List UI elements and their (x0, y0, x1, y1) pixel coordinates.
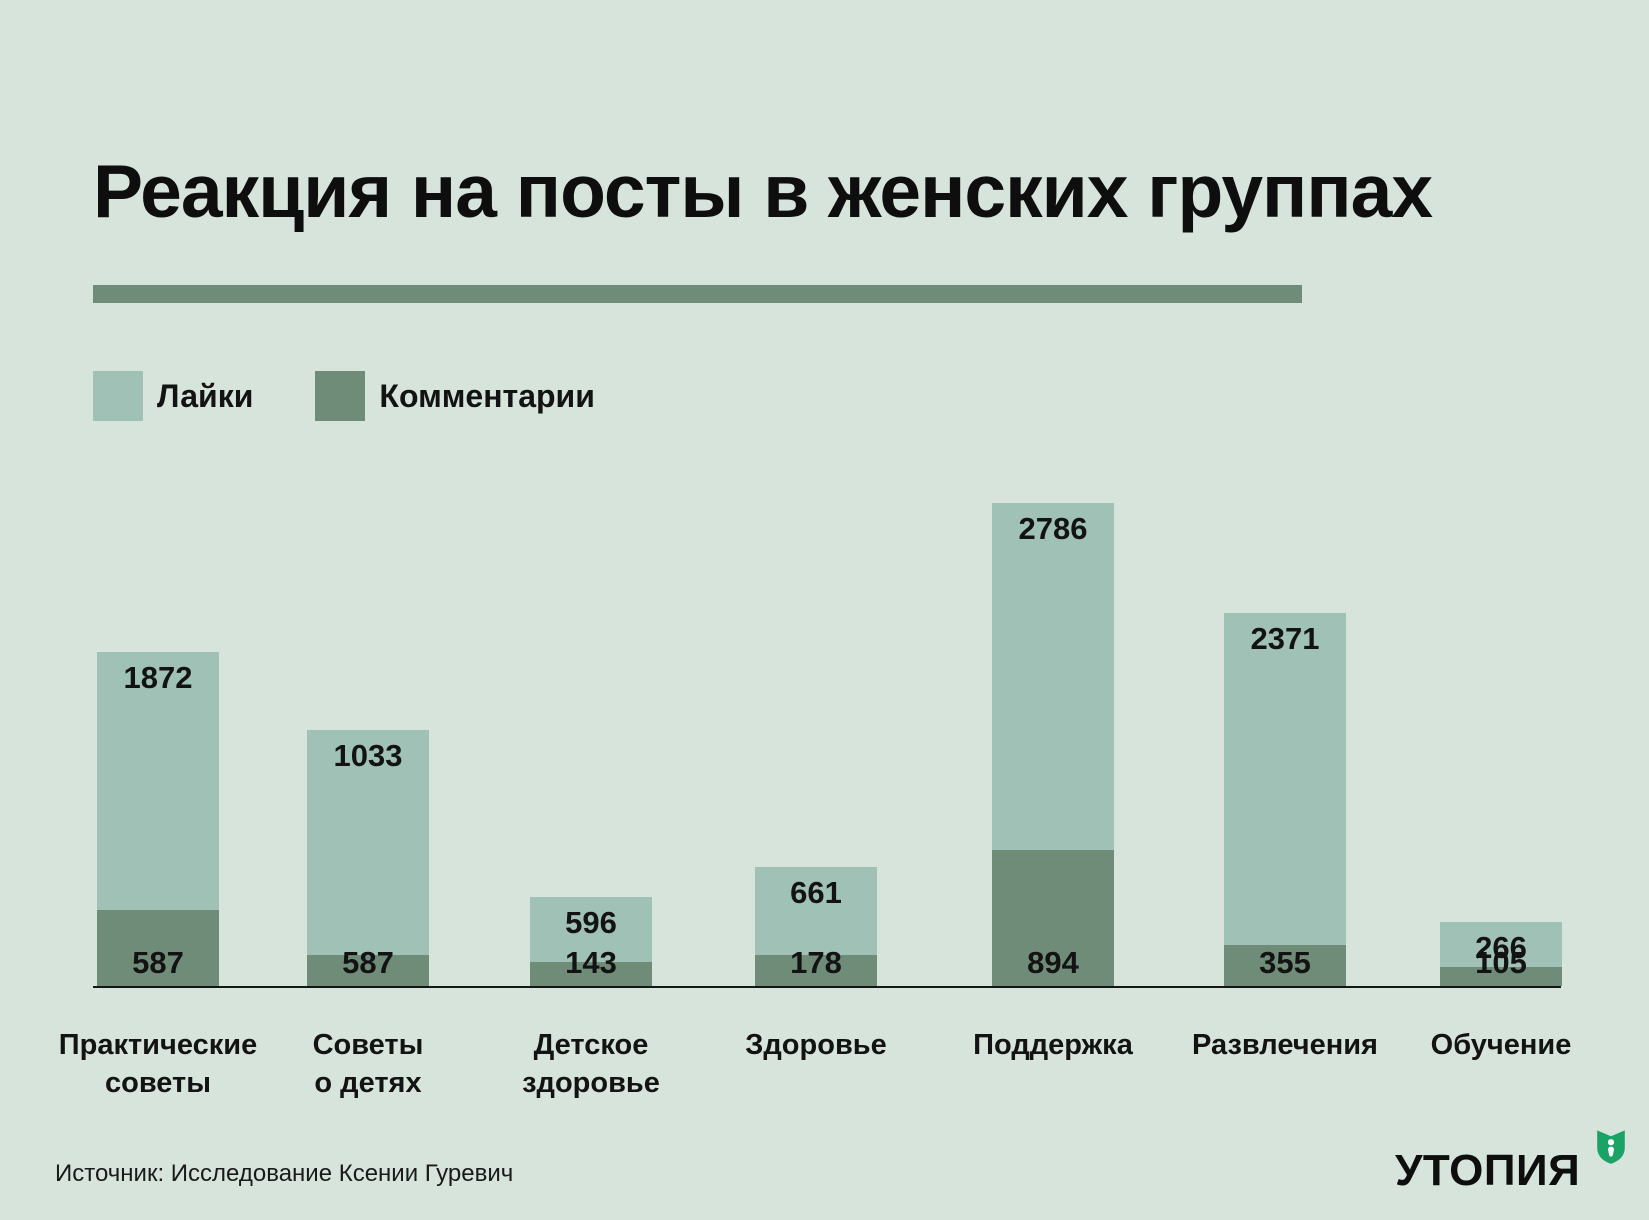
legend-swatch-comments (315, 371, 366, 421)
title-divider (93, 285, 1302, 303)
likes-segment: 2371 (1224, 613, 1346, 945)
category-label: Советы о детях (312, 1029, 424, 1099)
comments-segment: 178 (755, 945, 877, 986)
category-label: Поддержка (973, 1029, 1133, 1061)
bar-group: 1033 587 (307, 730, 429, 986)
logo-text: УТОПИЯ (1395, 1146, 1581, 1195)
likes-value-label: 2371 (1250, 621, 1320, 656)
comments-segment: 894 (992, 850, 1114, 986)
comments-value-label: 587 (342, 945, 394, 980)
likes-segment: 1033 (307, 730, 429, 955)
likes-value-label: 661 (790, 875, 842, 910)
category-label: Развлечения (1192, 1029, 1378, 1061)
comments-segment: 587 (307, 945, 429, 986)
bar-group: 1872 587 (97, 652, 219, 986)
bar-group: 2786 894 (992, 503, 1114, 986)
legend-item-likes: Лайки (93, 371, 253, 421)
legend: Лайки Комментарии (93, 371, 595, 421)
category-labels: Практические советы Советы о детях Детское… (59, 1026, 1572, 1122)
legend-label-comments: Комментарии (379, 377, 595, 414)
legend-label-likes: Лайки (157, 377, 254, 414)
likes-value-label: 1872 (123, 660, 193, 695)
legend-swatch-likes (93, 371, 143, 421)
likes-segment: 266 (1440, 922, 1562, 967)
likes-value-label: 2786 (1018, 511, 1088, 546)
comments-value-label: 355 (1259, 945, 1311, 980)
plot-area: 1872 587 1033 587 596 143 661 178 2786 894 2371 355… (93, 486, 1562, 988)
bar-group: 266 105 (1440, 922, 1562, 986)
chart-title: Реакция на посты в женских группах (93, 149, 1433, 233)
category-label: Обучение (1430, 1029, 1572, 1061)
comments-segment: 143 (530, 945, 652, 986)
source-note: Источник: Исследование Ксении Гуревич (55, 1160, 514, 1187)
comments-segment: 355 (1224, 945, 1346, 986)
category-label: Здоровье (745, 1029, 887, 1061)
category-label: Детское здоровье (522, 1029, 660, 1099)
likes-segment: 2786 (992, 503, 1114, 850)
likes-value-label: 596 (565, 905, 617, 940)
bar-group: 2371 355 (1224, 613, 1346, 986)
category-label: Практические советы (58, 1029, 258, 1099)
comments-segment: 587 (97, 910, 219, 986)
likes-segment: 596 (530, 897, 652, 962)
bar-group: 661 178 (755, 867, 877, 986)
comments-value-label: 143 (565, 945, 617, 980)
likes-value-label: 1033 (333, 738, 403, 773)
comments-value-label: 894 (1027, 945, 1079, 980)
comments-value-label: 178 (790, 945, 842, 980)
bar-group: 596 143 (530, 897, 652, 986)
likes-segment: 661 (755, 867, 877, 955)
shield-info-icon (1597, 1130, 1625, 1164)
comments-value-label: 105 (1475, 945, 1527, 980)
likes-segment: 1872 (97, 652, 219, 910)
comments-segment: 105 (1440, 945, 1562, 986)
legend-item-comments: Комментарии (315, 371, 595, 421)
comments-value-label: 587 (132, 945, 184, 980)
likes-value-label: 266 (1475, 930, 1527, 965)
